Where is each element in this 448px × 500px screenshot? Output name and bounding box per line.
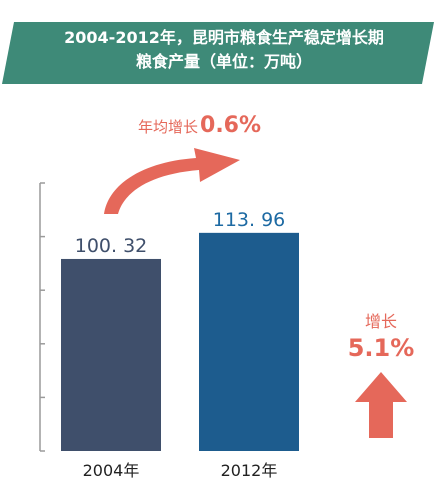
x-tick-label: 2012年	[221, 461, 278, 480]
title-banner	[2, 22, 434, 84]
bar-2004年	[61, 258, 161, 451]
bar-value-label: 100. 32	[75, 235, 148, 257]
total-growth-value: 5.1%	[347, 334, 415, 362]
y-axis	[39, 182, 45, 452]
title-line-1: 2004-2012年，昆明市粮食生产稳定增长期	[64, 28, 384, 47]
avg-growth-label: 年均增长	[138, 118, 199, 136]
x-tick-label: 2004年	[83, 461, 140, 480]
curved-arrow-icon	[104, 148, 240, 214]
avg-growth-annotation: 年均增长0.6%	[138, 113, 261, 138]
up-arrow-icon	[355, 372, 407, 438]
avg-growth-value: 0.6%	[200, 113, 262, 138]
bars: 100. 32 2004年 113. 96 2012年	[61, 209, 299, 480]
title-line-2: 粮食产量（单位：万吨）	[135, 52, 312, 71]
bar-value-label: 113. 96	[213, 209, 286, 231]
page-title: 2004-2012年，昆明市粮食生产稳定增长期 粮食产量（单位：万吨）	[0, 26, 448, 74]
total-growth-label: 增长	[364, 312, 397, 331]
bar-2012年	[199, 232, 299, 451]
